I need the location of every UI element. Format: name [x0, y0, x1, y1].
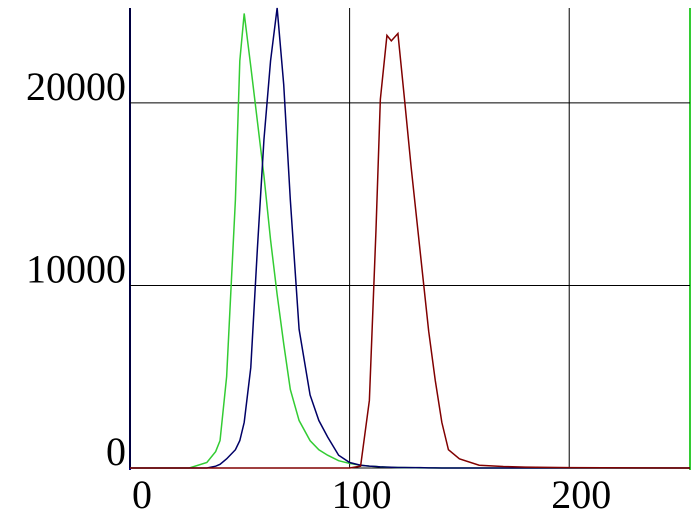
y-tick-label: 0	[106, 429, 126, 474]
y-tick-label: 10000	[26, 246, 126, 291]
line	[130, 31, 691, 469]
x-tick-label: 100	[332, 472, 392, 515]
x-tick-label: 200	[551, 472, 611, 515]
line	[130, 13, 690, 469]
x-tick-label: 0	[132, 472, 152, 515]
y-tick-label: 20000	[26, 64, 126, 109]
line	[130, 7, 690, 469]
